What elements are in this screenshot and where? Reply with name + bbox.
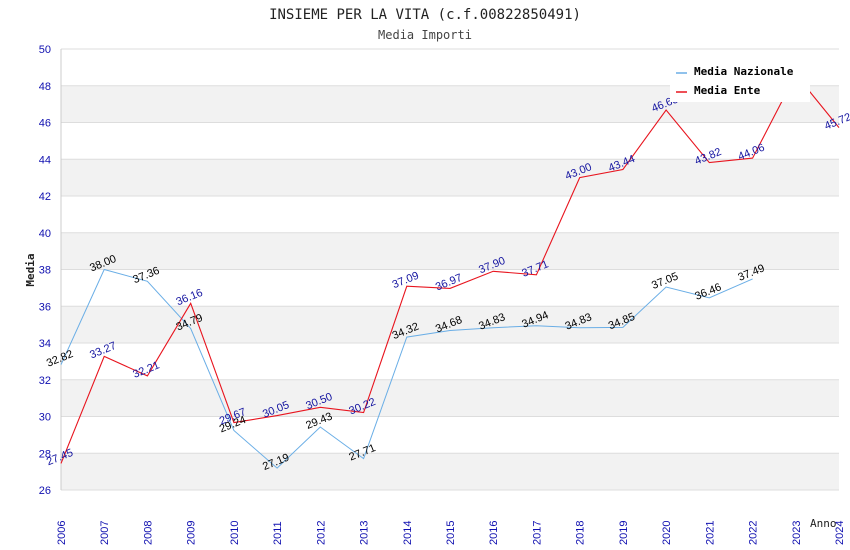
x-tick-label: 2021 — [704, 521, 716, 545]
x-axis-ticks: 2006 2007 2008 2009 2010 2011 2012 2013 2014 2015… — [56, 521, 846, 545]
chart-title: INSIEME PER LA VITA (c.f.00822850491) — [269, 7, 581, 23]
legend-box — [670, 60, 810, 102]
y-axis-ticks: 26 28 30 32 34 36 38 40 42 44 46 48 50 — [39, 44, 51, 497]
legend: Media Nazionale Media Ente — [670, 60, 810, 102]
y-axis-label: Media — [24, 253, 37, 286]
grid-band — [61, 196, 839, 233]
grid-band — [61, 306, 839, 343]
x-tick-label: 2014 — [402, 521, 414, 545]
grid-band — [61, 343, 839, 380]
y-tick-label: 48 — [39, 81, 51, 93]
y-tick-label: 50 — [39, 44, 51, 56]
x-tick-label: 2015 — [445, 521, 457, 545]
x-tick-label: 2019 — [618, 521, 630, 545]
series-line-media-ente — [60, 73, 840, 464]
y-tick-label: 38 — [39, 265, 51, 277]
series-lines — [60, 73, 840, 469]
x-tick-label: 2006 — [56, 521, 68, 545]
x-tick-label: 2018 — [575, 521, 587, 545]
x-tick-label: 2011 — [272, 521, 284, 545]
x-tick-label: 2024 — [834, 521, 846, 545]
y-tick-label: 26 — [39, 485, 51, 497]
legend-label-media-ente: Media Ente — [694, 84, 761, 97]
x-tick-label: 2017 — [531, 521, 543, 545]
y-tick-label: 46 — [39, 118, 51, 130]
grid-band — [61, 416, 839, 454]
y-tick-label: 28 — [39, 448, 51, 460]
y-tick-label: 44 — [39, 154, 51, 166]
grid-bands — [61, 49, 839, 490]
grid-band — [61, 159, 839, 196]
grid-band — [61, 122, 839, 160]
y-tick-label: 34 — [39, 338, 51, 350]
x-tick-label: 2009 — [186, 521, 198, 545]
x-tick-label: 2023 — [791, 521, 803, 545]
y-tick-label: 36 — [39, 301, 51, 313]
y-tick-label: 42 — [39, 191, 51, 203]
x-tick-label: 2012 — [315, 521, 327, 545]
x-tick-label: 2008 — [142, 521, 154, 545]
y-tick-label: 40 — [39, 228, 51, 240]
grid-band — [61, 232, 839, 270]
x-tick-label: 2016 — [488, 521, 500, 545]
grid-lines — [60, 48, 839, 491]
legend-label-media-nazionale: Media Nazionale — [694, 65, 794, 78]
x-tick-label: 2007 — [99, 521, 111, 545]
x-tick-label: 2022 — [748, 521, 760, 545]
y-tick-label: 32 — [39, 375, 51, 387]
chart-subtitle: Media Importi — [378, 28, 472, 42]
x-tick-label: 2013 — [359, 521, 371, 545]
series-line-media-nazionale — [60, 268, 753, 469]
x-axis-label: Anno — [810, 517, 837, 530]
y-tick-label: 30 — [39, 412, 51, 424]
grid-band — [61, 379, 839, 417]
x-tick-label: 2010 — [229, 521, 241, 545]
x-tick-label: 2020 — [661, 521, 673, 545]
grid-band — [61, 453, 839, 490]
